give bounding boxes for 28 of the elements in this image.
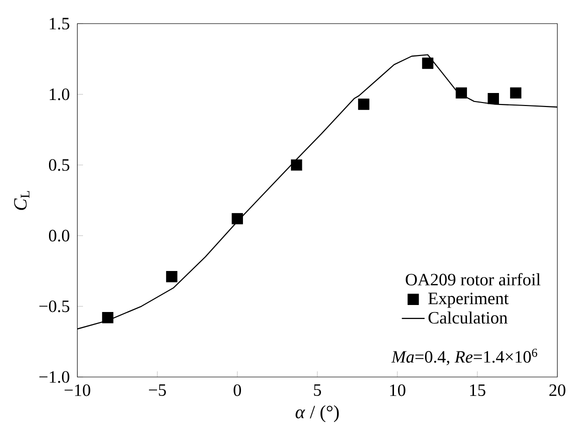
- legend-label: Experiment: [428, 292, 509, 308]
- point: [290, 159, 302, 171]
- point: [488, 92, 499, 104]
- point: [166, 271, 178, 282]
- x-axis-title: α / (°): [296, 405, 339, 422]
- x-tick-label: 5: [314, 384, 321, 396]
- y-tick-label: −0.5: [39, 300, 70, 312]
- point: [232, 213, 243, 224]
- point: [358, 98, 370, 110]
- y-axis-title: C$_{L}$: [14, 191, 30, 210]
- point: [510, 87, 522, 99]
- y-tick-label: 1.0: [50, 88, 70, 100]
- x-tick-label: −10: [64, 384, 90, 396]
- annotation: Ma=0.4, Re=1.4×10$^{6}$: [391, 348, 538, 366]
- point: [456, 87, 467, 99]
- y-tick-label: −1.0: [39, 371, 70, 383]
- x-tick-label: 0: [234, 384, 242, 396]
- x-tick-label: 15: [470, 384, 486, 396]
- x-tick-label: −5: [148, 384, 166, 396]
- x-tick-label: 20: [549, 384, 566, 396]
- legend-title: OA209 rotor airfoil: [406, 273, 540, 286]
- legend-label: Calculation: [428, 311, 508, 324]
- y-tick-label: 1.5: [50, 18, 70, 30]
- point: [422, 58, 434, 69]
- x-tick-label: 10: [390, 384, 406, 396]
- point: [102, 312, 114, 324]
- y-tick-label: 0.5: [48, 159, 70, 171]
- y-tick-label: 0.0: [48, 230, 70, 242]
